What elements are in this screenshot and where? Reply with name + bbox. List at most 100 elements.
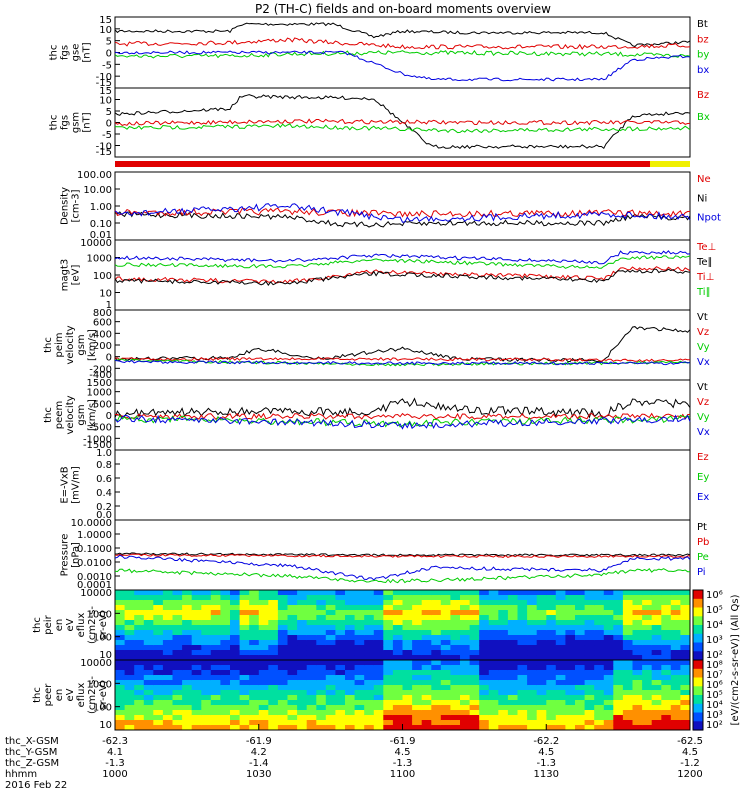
spectro-cell [575,700,586,706]
spectro-cell [507,725,518,731]
spectro-cell [507,665,518,671]
spectro-cell [642,630,653,636]
spectro-cell [594,705,605,711]
spectro-cell [182,640,193,646]
spectro-cell [143,615,154,621]
spectro-cell [680,650,691,656]
spectro-cell [517,595,528,601]
spectro-cell [450,635,461,641]
spectro-cell [469,630,480,636]
spectro-cell [210,620,221,626]
spectro-cell [642,725,653,731]
spectro-cell [536,700,547,706]
spectro-cell [172,715,183,721]
spectro-cell [469,635,480,641]
spectro-cell [479,625,490,631]
spectro-cell [603,600,614,606]
spectro-cell [469,675,480,681]
spectro-cell [622,620,633,626]
spectro-cell [584,615,595,621]
legend-entry: Vt [697,312,708,323]
spectro-cell [555,590,566,596]
spectro-cell [402,655,413,661]
spectro-cell [201,610,212,616]
spectro-cell [143,665,154,671]
spectro-cell [622,665,633,671]
spectro-cell [622,650,633,656]
spectro-cell [335,700,346,706]
y-axis-label: Density[cm-3] [60,187,82,225]
y-axis-label: E=-VxB[mV/m] [60,466,82,504]
spectro-cell [115,620,126,626]
spectro-cell [335,660,346,666]
spectro-cell [527,640,538,646]
legend-entry: Bz [697,90,709,101]
spectro-cell [536,620,547,626]
series-line [114,118,691,126]
spectro-cell [680,705,691,711]
spectro-cell [134,605,145,611]
spectro-cell [383,590,394,596]
spectro-cell [373,605,384,611]
spectro-cell [575,715,586,721]
spectro-cell [479,635,490,641]
spectro-cell [297,595,308,601]
spectro-cell [115,600,126,606]
legend-entry: Ez [697,452,709,463]
spectro-cell [220,655,231,661]
spectro-cell [182,665,193,671]
spectro-cell [670,610,681,616]
spectro-cell [230,595,241,601]
spectro-cell [517,700,528,706]
spectro-cell [527,695,538,701]
spectro-cell [249,720,260,726]
spectro-cell [297,610,308,616]
spectro-cell [613,615,624,621]
spectro-cell [488,635,499,641]
spectro-cell [201,640,212,646]
spectro-cell [479,670,490,676]
spectro-cell [517,655,528,661]
spectro-cell [632,665,643,671]
spectro-cell [498,590,509,596]
spectro-cell [277,725,288,731]
spectro-cell [210,650,221,656]
spectro-cell [392,620,403,626]
spectro-cell [603,655,614,661]
spectro-cell [469,655,480,661]
spectro-cell [143,610,154,616]
spectro-cell [584,595,595,601]
spectro-cell [613,650,624,656]
spectro-cell [651,635,662,641]
spectro-cell [345,670,356,676]
spectro-cell [287,640,298,646]
spectro-cell [651,710,662,716]
spectro-cell [594,710,605,716]
spectro-cell [191,680,202,686]
spectro-cell [575,600,586,606]
spectro-cell [373,710,384,716]
spectro-cell [316,685,327,691]
spectro-cell [642,700,653,706]
series-line [114,210,691,228]
spectro-cell [230,620,241,626]
spectro-cell [230,690,241,696]
spectro-cell [546,625,557,631]
spectro-cell [201,630,212,636]
spectro-cell [431,630,442,636]
spectro-cell [124,595,135,601]
spectro-cell [412,685,423,691]
spectro-cell [450,725,461,731]
spectro-cell [345,675,356,681]
spectro-cell [680,645,691,651]
spectro-cell [613,630,624,636]
y-axis-label-line: fgs [60,45,71,60]
spectro-cell [546,680,557,686]
spectro-cell [115,605,126,611]
spectro-cell [469,690,480,696]
spectro-cell [258,605,269,611]
spectro-cell [230,635,241,641]
spectro-cell [277,675,288,681]
spectro-cell [364,650,375,656]
spectro-cell [364,645,375,651]
